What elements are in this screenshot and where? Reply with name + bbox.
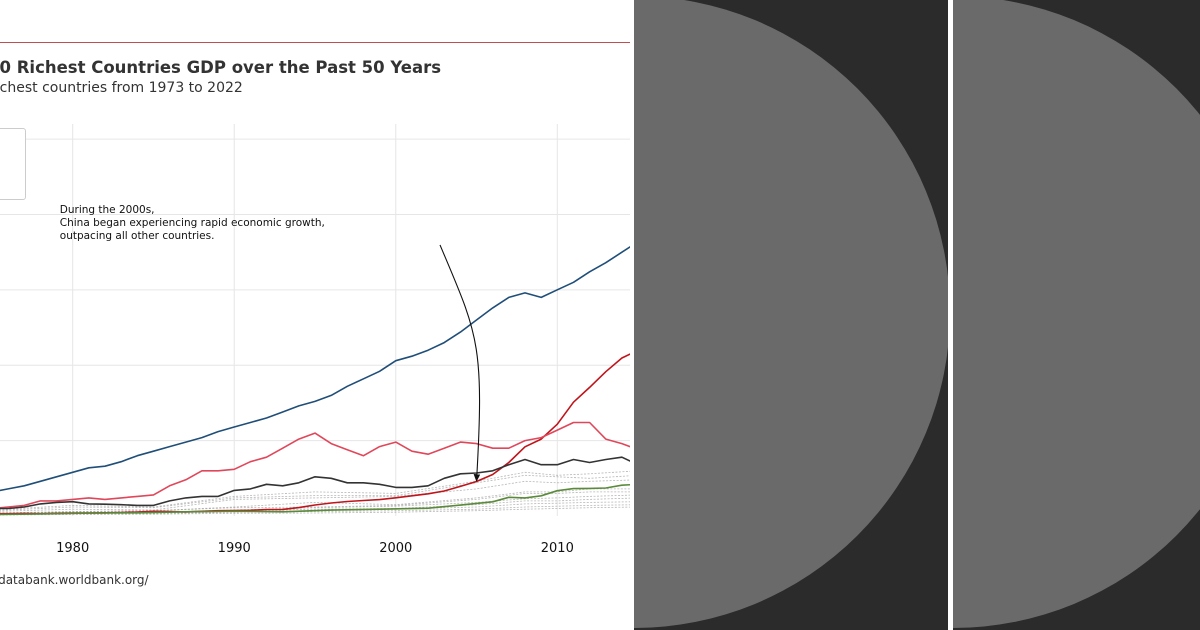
series-line-other-1 (0, 470, 630, 510)
header-rule (0, 42, 630, 43)
semicircle-shape (953, 0, 1200, 628)
chart-subtitle: richest countries from 1973 to 2022 (0, 80, 243, 96)
series-line-china (0, 353, 630, 515)
x-tick-label: 1990 (218, 541, 251, 556)
legend (0, 128, 26, 200)
series-line-other-3 (0, 479, 630, 512)
chart-title: 20 Richest Countries GDP over the Past 5… (0, 58, 442, 77)
x-tick-label: 2000 (379, 541, 412, 556)
annotation-arrow (439, 244, 481, 482)
series-line-india (0, 483, 630, 516)
panel-divider (948, 0, 953, 630)
x-tick-label: 2010 (541, 541, 574, 556)
annotation-text: outpacing all other countries. (60, 230, 215, 242)
series-line-other-2 (0, 474, 630, 511)
series-line-us (0, 245, 630, 492)
slide-panel-2 (953, 0, 1200, 630)
annotation-text: China began experiencing rapid economic … (60, 217, 325, 229)
series-line-other-9 (0, 504, 630, 516)
source-note: //databank.worldbank.org/ (0, 573, 149, 587)
semicircle-shape (634, 0, 950, 628)
series-line-japan (0, 421, 630, 509)
line-chart: During the 2000s,China began experiencin… (0, 124, 630, 556)
series-line-other-10 (0, 506, 630, 516)
slide-panel-1 (634, 0, 950, 630)
series-line-other-5 (0, 491, 630, 514)
x-tick-label: 1980 (56, 541, 89, 556)
series-line-germany (0, 456, 630, 510)
chart-card: 20 Richest Countries GDP over the Past 5… (0, 42, 630, 587)
annotation-text: During the 2000s, (60, 204, 155, 216)
